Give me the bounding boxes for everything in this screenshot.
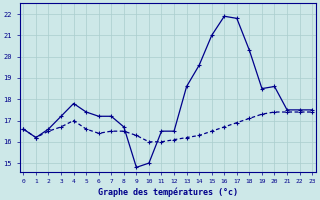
X-axis label: Graphe des températures (°c): Graphe des températures (°c): [98, 187, 238, 197]
